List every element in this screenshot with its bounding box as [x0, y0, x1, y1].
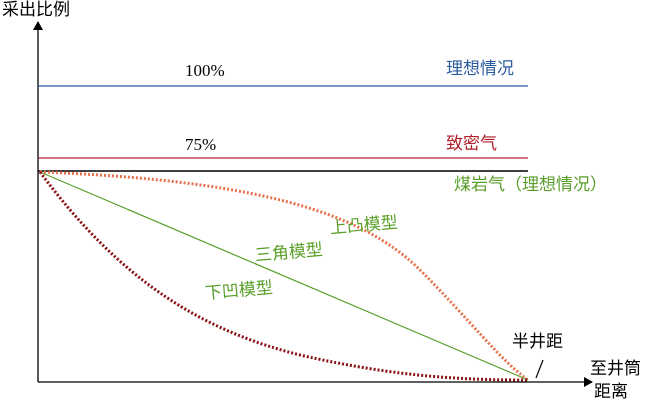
half-spacing-pointer — [535, 359, 544, 379]
x-axis-label: 至井筒 — [590, 359, 641, 378]
tight-gas-value: 75% — [185, 135, 216, 154]
y-axis-label: 采出比例 — [2, 0, 70, 19]
ideal-label: 理想情况 — [446, 59, 514, 78]
concave-curve — [38, 171, 529, 382]
x-axis-label: 距离 — [594, 382, 628, 401]
coal-label: 煤岩气（理想情况） — [454, 175, 607, 194]
triangle-label: 三角模型 — [254, 240, 323, 265]
ideal-value: 100% — [185, 61, 225, 80]
convex-curve — [39, 170, 529, 382]
tight-gas-label: 致密气 — [446, 134, 497, 153]
triangle-line — [39, 171, 529, 381]
concave-label: 下凹模型 — [204, 278, 273, 303]
convex-label: 上凸模型 — [329, 213, 398, 238]
half-spacing-label: 半井距 — [512, 332, 563, 351]
